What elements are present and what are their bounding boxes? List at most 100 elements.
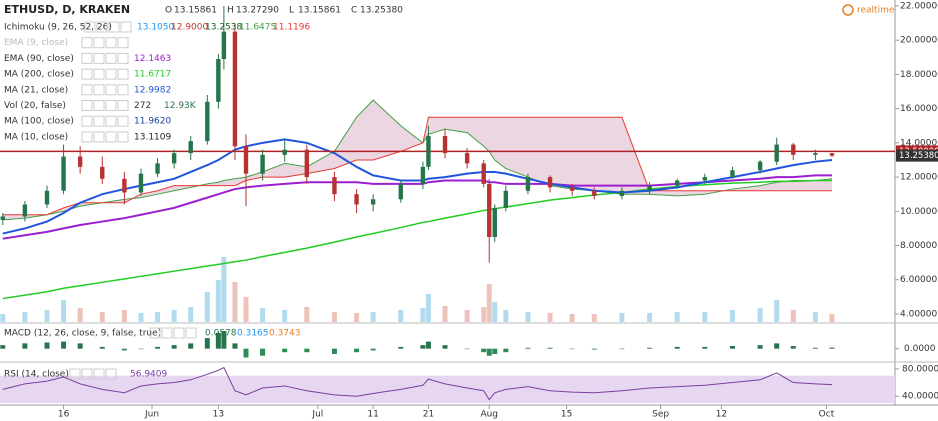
legend-icon[interactable] <box>120 21 132 33</box>
legend-icon[interactable] <box>84 21 96 33</box>
legend-icon[interactable] <box>93 68 105 80</box>
macd-histogram-bar <box>61 341 67 349</box>
candle-body <box>791 144 796 155</box>
legend-icon[interactable] <box>81 37 93 49</box>
y-tick-label: 16.00000 <box>900 104 938 114</box>
legend-icon[interactable] <box>105 52 117 64</box>
legend-value: 12.1463 <box>134 54 171 64</box>
candle-body <box>155 163 160 174</box>
legend-value: 12.93K <box>164 101 197 111</box>
legend-icon[interactable] <box>93 37 105 49</box>
macd-histogram-bar <box>492 348 498 354</box>
legend-icon[interactable] <box>105 37 117 49</box>
legend-value: 11.6717 <box>134 70 171 80</box>
price-label-box <box>896 149 938 162</box>
legend-icon[interactable] <box>81 100 93 111</box>
macd-histogram-bar <box>22 343 28 349</box>
legend-icon[interactable] <box>105 68 117 80</box>
legend-icon[interactable] <box>93 84 105 96</box>
legend-icon[interactable] <box>81 84 93 96</box>
macd-histogram-bar <box>425 341 431 349</box>
realtime-icon[interactable] <box>842 4 854 16</box>
legend-icon[interactable] <box>117 68 129 80</box>
volume-bar <box>99 312 105 322</box>
legend-icon[interactable] <box>105 115 117 127</box>
macd-histogram-bar <box>591 348 597 350</box>
candle-body <box>813 153 818 155</box>
candle-body <box>22 204 28 217</box>
rsi-band <box>0 375 895 404</box>
candle-body <box>774 144 779 162</box>
macd-value: 0.3743 <box>269 329 301 339</box>
legend-icon[interactable] <box>96 21 108 33</box>
macd-histogram-bar <box>370 348 376 351</box>
x-tick-label: 21 <box>423 410 434 420</box>
legend-icon[interactable] <box>105 131 117 143</box>
x-tick-label: 16 <box>58 410 70 420</box>
legend-icon[interactable] <box>93 131 105 143</box>
legend-icon[interactable] <box>93 52 105 64</box>
legend-icon[interactable] <box>117 52 129 64</box>
macd-histogram-bar <box>774 343 780 349</box>
candle-body <box>702 177 708 181</box>
volume-bar <box>591 314 597 322</box>
candle-body <box>282 149 287 155</box>
legend-icon[interactable] <box>149 327 161 339</box>
legend-icon[interactable] <box>117 37 129 49</box>
candle-body <box>442 136 448 154</box>
volume-bar <box>171 310 177 322</box>
y-tick-label: 20.00000 <box>900 36 938 46</box>
legend-icon[interactable] <box>185 327 197 339</box>
legend-icon[interactable] <box>117 84 129 96</box>
volume-bar <box>188 307 194 322</box>
legend-icon[interactable] <box>81 368 93 380</box>
y-tick-label: 80.0000 <box>902 364 938 374</box>
legend-icon[interactable] <box>81 131 93 143</box>
legend-icon[interactable] <box>173 327 185 339</box>
legend-icon[interactable] <box>105 84 117 96</box>
candle-body <box>370 199 376 205</box>
legend-icon[interactable] <box>81 68 93 80</box>
legend-icon[interactable] <box>117 100 129 111</box>
macd-histogram-bar <box>647 347 653 349</box>
ohlc-value: 13.15861 <box>298 6 341 16</box>
volume-bar <box>492 302 498 322</box>
ohlc-key: L <box>289 6 294 16</box>
y-tick-label: 6.00000 <box>900 275 937 285</box>
macd-histogram-bar <box>44 342 50 349</box>
legend-icon[interactable] <box>161 327 173 339</box>
candle-body <box>304 149 310 178</box>
volume-bar <box>464 310 470 322</box>
volume-bar <box>215 280 221 322</box>
legend-icon[interactable] <box>105 368 117 380</box>
legend-icon[interactable] <box>81 115 93 127</box>
legend-icon[interactable] <box>81 52 93 64</box>
candle-body <box>464 153 470 164</box>
legend-icon[interactable] <box>117 115 129 127</box>
legend-icon[interactable] <box>117 131 129 143</box>
volume-bar <box>442 306 448 322</box>
legend-value: 11.9620 <box>134 117 171 127</box>
candle-body <box>503 190 509 208</box>
legend-icon[interactable] <box>93 115 105 127</box>
macd-histogram-bar <box>790 346 796 349</box>
candle-body <box>481 163 486 184</box>
volume-bar <box>232 282 238 322</box>
legend-icon[interactable] <box>105 100 117 111</box>
legend-icon[interactable] <box>108 21 120 33</box>
candle-body <box>260 154 265 174</box>
legend-name: MA (10, close) <box>4 132 68 142</box>
ohlc-value: 13.27290 <box>236 6 279 16</box>
macd-name: MACD (12, 26, close, 9, false, true) <box>4 329 161 339</box>
ichimoku-cloud <box>2 100 832 220</box>
macd-histogram-bar <box>569 348 575 350</box>
realtime-label[interactable]: realtime <box>857 6 895 16</box>
legend-icon[interactable] <box>93 368 105 380</box>
legend-icon[interactable] <box>69 368 81 380</box>
x-tick-label: 13 <box>213 410 224 420</box>
macd-histogram-bar <box>204 338 210 349</box>
legend-icon[interactable] <box>93 100 105 111</box>
macd-histogram-bar <box>829 347 835 349</box>
